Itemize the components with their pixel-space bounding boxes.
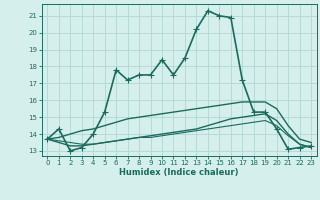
X-axis label: Humidex (Indice chaleur): Humidex (Indice chaleur)	[119, 168, 239, 177]
